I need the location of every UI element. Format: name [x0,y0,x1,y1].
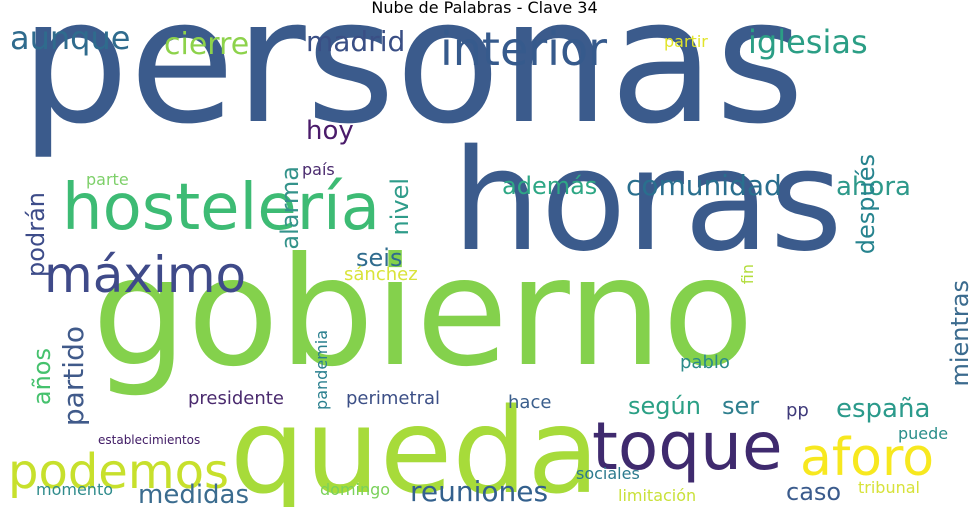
word-pablo: pablo [680,352,730,373]
word-parte: parte [86,170,129,189]
word-fin: fin [738,264,757,285]
word-despues: después [852,154,880,255]
word-sociales: sociales [576,464,640,483]
word-puede: puede [898,424,949,443]
word-cierre: cierre [164,27,250,62]
word-reuniones: reuniones [410,475,549,507]
word-tribunal: tribunal [858,478,920,497]
word-caso: caso [786,478,842,506]
word-queda: queda [230,382,600,507]
word-anos: años [28,348,56,406]
chart-title: Nube de Palabras - Clave 34 [371,0,598,17]
word-toque: toque [592,408,783,485]
word-comunidad: comunidad [626,169,782,202]
word-mientras: mientras [946,280,969,387]
word-madrid: madrid [306,25,406,58]
word-momento: momento [36,480,114,499]
word-perimetral: perimetral [346,388,440,409]
word-maximo: máximo [44,246,247,304]
word-seis: seis [356,244,403,272]
word-medidas: medidas [138,480,250,507]
word-podemos: podemos [8,444,229,500]
word-aforo: aforo [800,428,935,488]
word-ser: ser [722,392,760,420]
word-horas: horas [452,120,843,283]
word-alarma: alarma [276,166,304,250]
word-pandemia: pandemia [312,330,331,410]
word-pais: país [302,160,335,179]
word-iglesias: iglesias [748,23,868,61]
word-interior: interior [440,22,608,76]
word-partido: partido [57,326,90,427]
word-gobierno: gobierno [92,226,755,400]
word-domingo: domingo [320,480,391,499]
word-ahora: ahora [836,172,911,202]
word-establecimientos: establecimientos [98,433,201,447]
word-presidente: presidente [188,388,284,409]
word-espana: españa [836,394,931,424]
word-aunque: aunque [10,19,131,57]
word-partir: partir [664,32,708,51]
word-sanchez: sánchez [344,264,418,285]
word-pp: pp [786,400,809,421]
word-nivel: nivel [386,178,414,236]
word-cloud: personas gobierno horas queda hostelería toqu… [0,16,969,507]
word-hosteleria: hostelería [62,171,380,245]
word-podran: podrán [22,192,50,277]
word-segun: según [628,392,701,420]
word-hace: hace [508,392,552,413]
word-limitacion: limitación [618,486,697,505]
word-personas: personas [20,16,805,162]
word-ademas: además [502,172,598,200]
word-hoy: hoy [306,116,354,146]
